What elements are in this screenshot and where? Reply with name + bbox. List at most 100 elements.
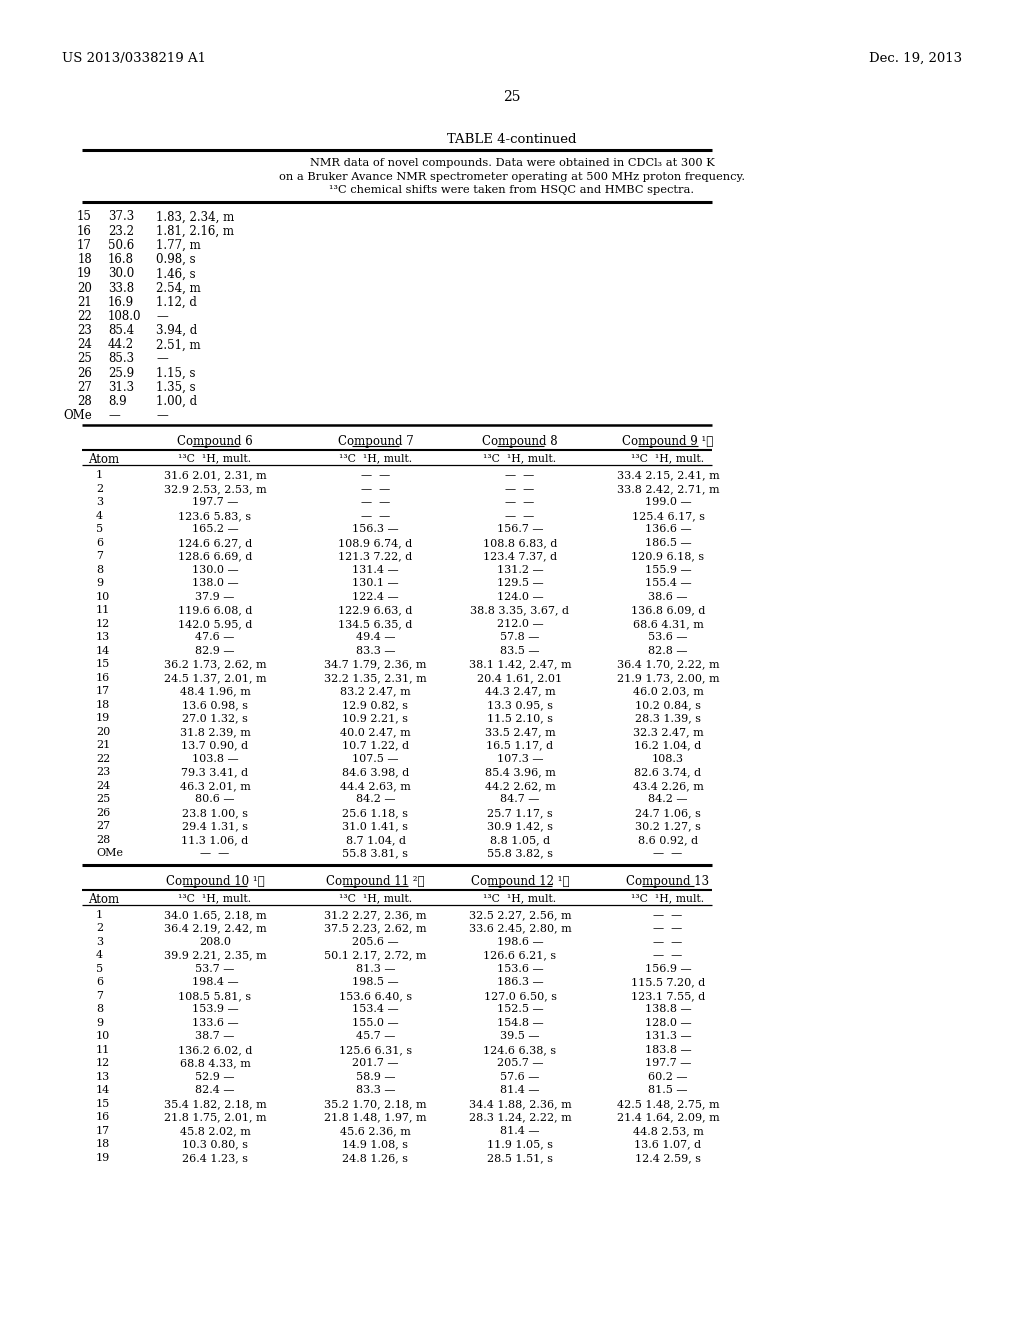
Text: —  —: — — xyxy=(360,470,390,480)
Text: Compound 7: Compound 7 xyxy=(338,436,414,449)
Text: 26: 26 xyxy=(77,367,92,380)
Text: 83.5 —: 83.5 — xyxy=(501,645,540,656)
Text: 8.6 0.92, d: 8.6 0.92, d xyxy=(638,836,698,845)
Text: 35.4 1.82, 2.18, m: 35.4 1.82, 2.18, m xyxy=(164,1100,266,1109)
Text: 119.6 6.08, d: 119.6 6.08, d xyxy=(178,606,252,615)
Text: 20: 20 xyxy=(96,727,111,737)
Text: 37.3: 37.3 xyxy=(108,210,134,223)
Text: 6: 6 xyxy=(96,539,103,548)
Text: 22: 22 xyxy=(96,754,111,764)
Text: 15: 15 xyxy=(77,210,92,223)
Text: 18: 18 xyxy=(96,700,111,710)
Text: 1.83, 2.34, m: 1.83, 2.34, m xyxy=(156,210,234,223)
Text: 134.5 6.35, d: 134.5 6.35, d xyxy=(338,619,413,630)
Text: 55.8 3.81, s: 55.8 3.81, s xyxy=(342,849,409,858)
Text: 28: 28 xyxy=(96,836,111,845)
Text: Dec. 19, 2013: Dec. 19, 2013 xyxy=(869,51,962,65)
Text: 14: 14 xyxy=(96,1085,111,1096)
Text: 38.1 1.42, 2.47, m: 38.1 1.42, 2.47, m xyxy=(469,660,571,669)
Text: 120.9 6.18, s: 120.9 6.18, s xyxy=(632,552,705,561)
Text: 205.7 —: 205.7 — xyxy=(497,1059,544,1068)
Text: Compound 9 ¹⧏: Compound 9 ¹⧏ xyxy=(623,436,714,449)
Text: 155.4 —: 155.4 — xyxy=(645,578,691,589)
Text: 30.2 1.27, s: 30.2 1.27, s xyxy=(635,821,701,832)
Text: 153.6 —: 153.6 — xyxy=(497,964,544,974)
Text: 39.5 —: 39.5 — xyxy=(501,1031,540,1041)
Text: 108.0: 108.0 xyxy=(108,310,141,323)
Text: 47.6 —: 47.6 — xyxy=(196,632,234,643)
Text: 26.4 1.23, s: 26.4 1.23, s xyxy=(182,1152,248,1163)
Text: 198.4 —: 198.4 — xyxy=(191,978,239,987)
Text: 4: 4 xyxy=(96,511,103,521)
Text: —: — xyxy=(156,352,168,366)
Text: 45.6 2.36, m: 45.6 2.36, m xyxy=(340,1126,411,1137)
Text: 4: 4 xyxy=(96,950,103,961)
Text: 1.00, d: 1.00, d xyxy=(156,395,198,408)
Text: 136.8 6.09, d: 136.8 6.09, d xyxy=(631,606,706,615)
Text: 123.4 7.37, d: 123.4 7.37, d xyxy=(483,552,557,561)
Text: 128.6 6.69, d: 128.6 6.69, d xyxy=(178,552,252,561)
Text: —: — xyxy=(156,310,168,323)
Text: 24.8 1.26, s: 24.8 1.26, s xyxy=(342,1152,409,1163)
Text: 31.0 1.41, s: 31.0 1.41, s xyxy=(342,821,409,832)
Text: 11: 11 xyxy=(96,606,111,615)
Text: 197.7 —: 197.7 — xyxy=(191,498,239,507)
Text: 12: 12 xyxy=(96,1059,111,1068)
Text: Atom: Atom xyxy=(88,454,119,466)
Text: ¹³C  ¹H, mult.: ¹³C ¹H, mult. xyxy=(483,894,557,903)
Text: 19: 19 xyxy=(96,714,111,723)
Text: 44.3 2.47, m: 44.3 2.47, m xyxy=(484,686,555,697)
Text: 5: 5 xyxy=(96,524,103,535)
Text: 153.9 —: 153.9 — xyxy=(191,1005,239,1015)
Text: 124.6 6.27, d: 124.6 6.27, d xyxy=(178,539,252,548)
Text: 83.3 —: 83.3 — xyxy=(355,1085,395,1096)
Text: 28.5 1.51, s: 28.5 1.51, s xyxy=(487,1152,553,1163)
Text: 156.9 —: 156.9 — xyxy=(645,964,691,974)
Text: 131.4 —: 131.4 — xyxy=(352,565,398,576)
Text: 25.6 1.18, s: 25.6 1.18, s xyxy=(342,808,409,818)
Text: 44.2: 44.2 xyxy=(108,338,134,351)
Text: 16.2 1.04, d: 16.2 1.04, d xyxy=(635,741,701,751)
Text: 10: 10 xyxy=(96,1031,111,1041)
Text: 83.2 2.47, m: 83.2 2.47, m xyxy=(340,686,411,697)
Text: 38.8 3.35, 3.67, d: 38.8 3.35, 3.67, d xyxy=(470,606,569,615)
Text: 16: 16 xyxy=(77,224,92,238)
Text: 14.9 1.08, s: 14.9 1.08, s xyxy=(342,1139,409,1150)
Text: 50.1 2.17, 2.72, m: 50.1 2.17, 2.72, m xyxy=(325,950,427,961)
Text: 17: 17 xyxy=(96,1126,111,1137)
Text: 57.8 —: 57.8 — xyxy=(501,632,540,643)
Text: 107.3 —: 107.3 — xyxy=(497,754,544,764)
Text: 197.7 —: 197.7 — xyxy=(645,1059,691,1068)
Text: ¹³C  ¹H, mult.: ¹³C ¹H, mult. xyxy=(632,894,705,903)
Text: 21: 21 xyxy=(96,741,111,751)
Text: 8.7 1.04, d: 8.7 1.04, d xyxy=(345,836,406,845)
Text: 5: 5 xyxy=(96,964,103,974)
Text: 45.7 —: 45.7 — xyxy=(355,1031,395,1041)
Text: 81.4 —: 81.4 — xyxy=(501,1126,540,1137)
Text: 12.9 0.82, s: 12.9 0.82, s xyxy=(342,700,409,710)
Text: 27: 27 xyxy=(77,381,92,393)
Text: 43.4 2.26, m: 43.4 2.26, m xyxy=(633,781,703,791)
Text: 10.3 0.80, s: 10.3 0.80, s xyxy=(182,1139,248,1150)
Text: 44.4 2.63, m: 44.4 2.63, m xyxy=(340,781,411,791)
Text: —: — xyxy=(108,409,120,422)
Text: 34.7 1.79, 2.36, m: 34.7 1.79, 2.36, m xyxy=(325,660,427,669)
Text: 124.0 —: 124.0 — xyxy=(497,591,544,602)
Text: 136.2 6.02, d: 136.2 6.02, d xyxy=(178,1045,252,1055)
Text: 23.2: 23.2 xyxy=(108,224,134,238)
Text: Compound 12 ¹⧏: Compound 12 ¹⧏ xyxy=(471,875,569,888)
Text: —  —: — — xyxy=(360,511,390,521)
Text: 82.8 —: 82.8 — xyxy=(648,645,688,656)
Text: 9: 9 xyxy=(96,578,103,589)
Text: 125.4 6.17, s: 125.4 6.17, s xyxy=(632,511,705,521)
Text: 15: 15 xyxy=(96,1100,111,1109)
Text: 8.8 1.05, d: 8.8 1.05, d xyxy=(489,836,550,845)
Text: 127.0 6.50, s: 127.0 6.50, s xyxy=(483,991,556,1001)
Text: 138.0 —: 138.0 — xyxy=(191,578,239,589)
Text: 12: 12 xyxy=(96,619,111,630)
Text: 156.3 —: 156.3 — xyxy=(352,524,398,535)
Text: 46.0 2.03, m: 46.0 2.03, m xyxy=(633,686,703,697)
Text: 1.12, d: 1.12, d xyxy=(156,296,197,309)
Text: —  —: — — xyxy=(653,924,683,933)
Text: 36.4 2.19, 2.42, m: 36.4 2.19, 2.42, m xyxy=(164,924,266,933)
